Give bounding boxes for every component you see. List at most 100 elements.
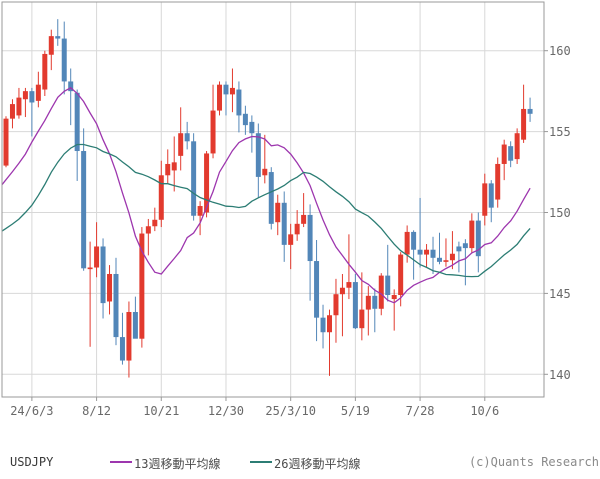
- candle-body: [68, 81, 74, 92]
- candle-body: [119, 337, 125, 361]
- candle-body: [255, 133, 261, 177]
- candle-body: [462, 243, 468, 249]
- candle-body: [191, 141, 197, 216]
- candle-body: [398, 254, 404, 296]
- instrument-label: USDJPY: [10, 455, 54, 469]
- y-tick-label: 150: [549, 206, 571, 220]
- y-tick-label: 140: [549, 368, 571, 382]
- candle-body: [307, 214, 313, 262]
- candle-body: [113, 273, 119, 338]
- candle-body: [3, 118, 9, 166]
- candle-body: [152, 219, 158, 227]
- candle-body: [372, 295, 378, 309]
- x-tick-label: 10/6: [470, 404, 499, 418]
- candle-body: [327, 315, 332, 333]
- candle-body: [262, 168, 268, 176]
- candle-body: [411, 231, 417, 250]
- candle-body: [385, 275, 391, 296]
- candle-body: [81, 151, 87, 269]
- y-tick-label: 155: [549, 125, 571, 139]
- candle-body: [223, 84, 229, 95]
- x-tick-label: 7/28: [406, 404, 435, 418]
- candle-body: [145, 226, 151, 234]
- candle-body: [171, 162, 177, 171]
- x-tick-label: 12/30: [208, 404, 244, 418]
- x-tick-label: 5/19: [341, 404, 370, 418]
- legend-label-ma13: 13週移動平均線: [134, 457, 221, 471]
- candle-body: [346, 282, 352, 288]
- ma26-line: [1, 143, 531, 278]
- candle-body: [229, 87, 235, 95]
- candle-body: [378, 275, 384, 309]
- candle-body: [320, 317, 326, 333]
- x-tick-label: 25/3/10: [265, 404, 316, 418]
- candle-body: [210, 110, 216, 154]
- candle-body: [204, 153, 210, 213]
- candle-body: [126, 312, 132, 361]
- candle-body: [514, 133, 520, 160]
- chart-footer: USDJPY 13週移動平均線 26週移動平均線 (c)Quants Resea…: [0, 450, 600, 475]
- candle-body: [132, 312, 138, 339]
- candle-body: [508, 146, 514, 161]
- candle-body: [242, 113, 248, 126]
- candle-body: [424, 249, 430, 255]
- candle-body: [443, 260, 449, 262]
- candle-body: [165, 163, 171, 176]
- candle-body: [29, 91, 35, 103]
- candle-body: [417, 249, 423, 255]
- candle-body: [74, 92, 80, 152]
- candle-body: [94, 246, 100, 268]
- candle-body: [42, 53, 48, 90]
- candle-body: [281, 202, 287, 245]
- legend-label-ma26: 26週移動平均線: [274, 457, 361, 471]
- candle-body: [217, 84, 223, 111]
- candle-body: [236, 89, 242, 116]
- candle-body: [365, 295, 371, 310]
- candle-body: [184, 133, 190, 142]
- candle-body: [475, 220, 481, 257]
- x-tick-label: 24/6/3: [10, 404, 53, 418]
- candle-body: [469, 220, 475, 249]
- candle-body: [430, 249, 436, 258]
- candle-body: [339, 287, 345, 295]
- candle-body: [521, 108, 527, 140]
- candle-body: [100, 246, 106, 304]
- candle-body: [449, 253, 455, 261]
- candle-body: [197, 206, 203, 216]
- y-tick-label: 160: [549, 44, 571, 58]
- candle-body: [359, 309, 365, 329]
- candle-body: [456, 246, 462, 252]
- candle-body: [22, 91, 28, 100]
- candle-body: [288, 234, 294, 245]
- candle-body: [352, 282, 358, 329]
- candle-body: [139, 233, 145, 339]
- candle-body: [268, 172, 274, 224]
- candle-body: [436, 257, 442, 262]
- candle-body: [178, 133, 184, 156]
- candle-body: [107, 273, 113, 302]
- candle-body: [87, 267, 93, 270]
- candle-body: [404, 231, 410, 255]
- candle-body: [501, 144, 507, 164]
- candle-body: [35, 84, 41, 101]
- candle-body: [275, 202, 281, 223]
- x-tick-label: 8/12: [82, 404, 111, 418]
- candle-body: [55, 36, 61, 39]
- y-tick-label: 145: [549, 287, 571, 301]
- ma13-line: [1, 87, 531, 304]
- candle-body: [158, 175, 164, 220]
- candle-body: [314, 261, 320, 318]
- copyright-label: (c)Quants Research: [468, 455, 599, 469]
- candle-body: [61, 38, 67, 82]
- candle-body: [249, 121, 255, 134]
- ma26-line-swatch-icon: [250, 461, 272, 463]
- candle-body: [301, 214, 307, 224]
- candle-body: [333, 294, 339, 316]
- candle-body: [48, 36, 54, 55]
- candle-body: [391, 295, 397, 300]
- plot-frame: [1, 1, 545, 398]
- candle-body: [294, 223, 300, 235]
